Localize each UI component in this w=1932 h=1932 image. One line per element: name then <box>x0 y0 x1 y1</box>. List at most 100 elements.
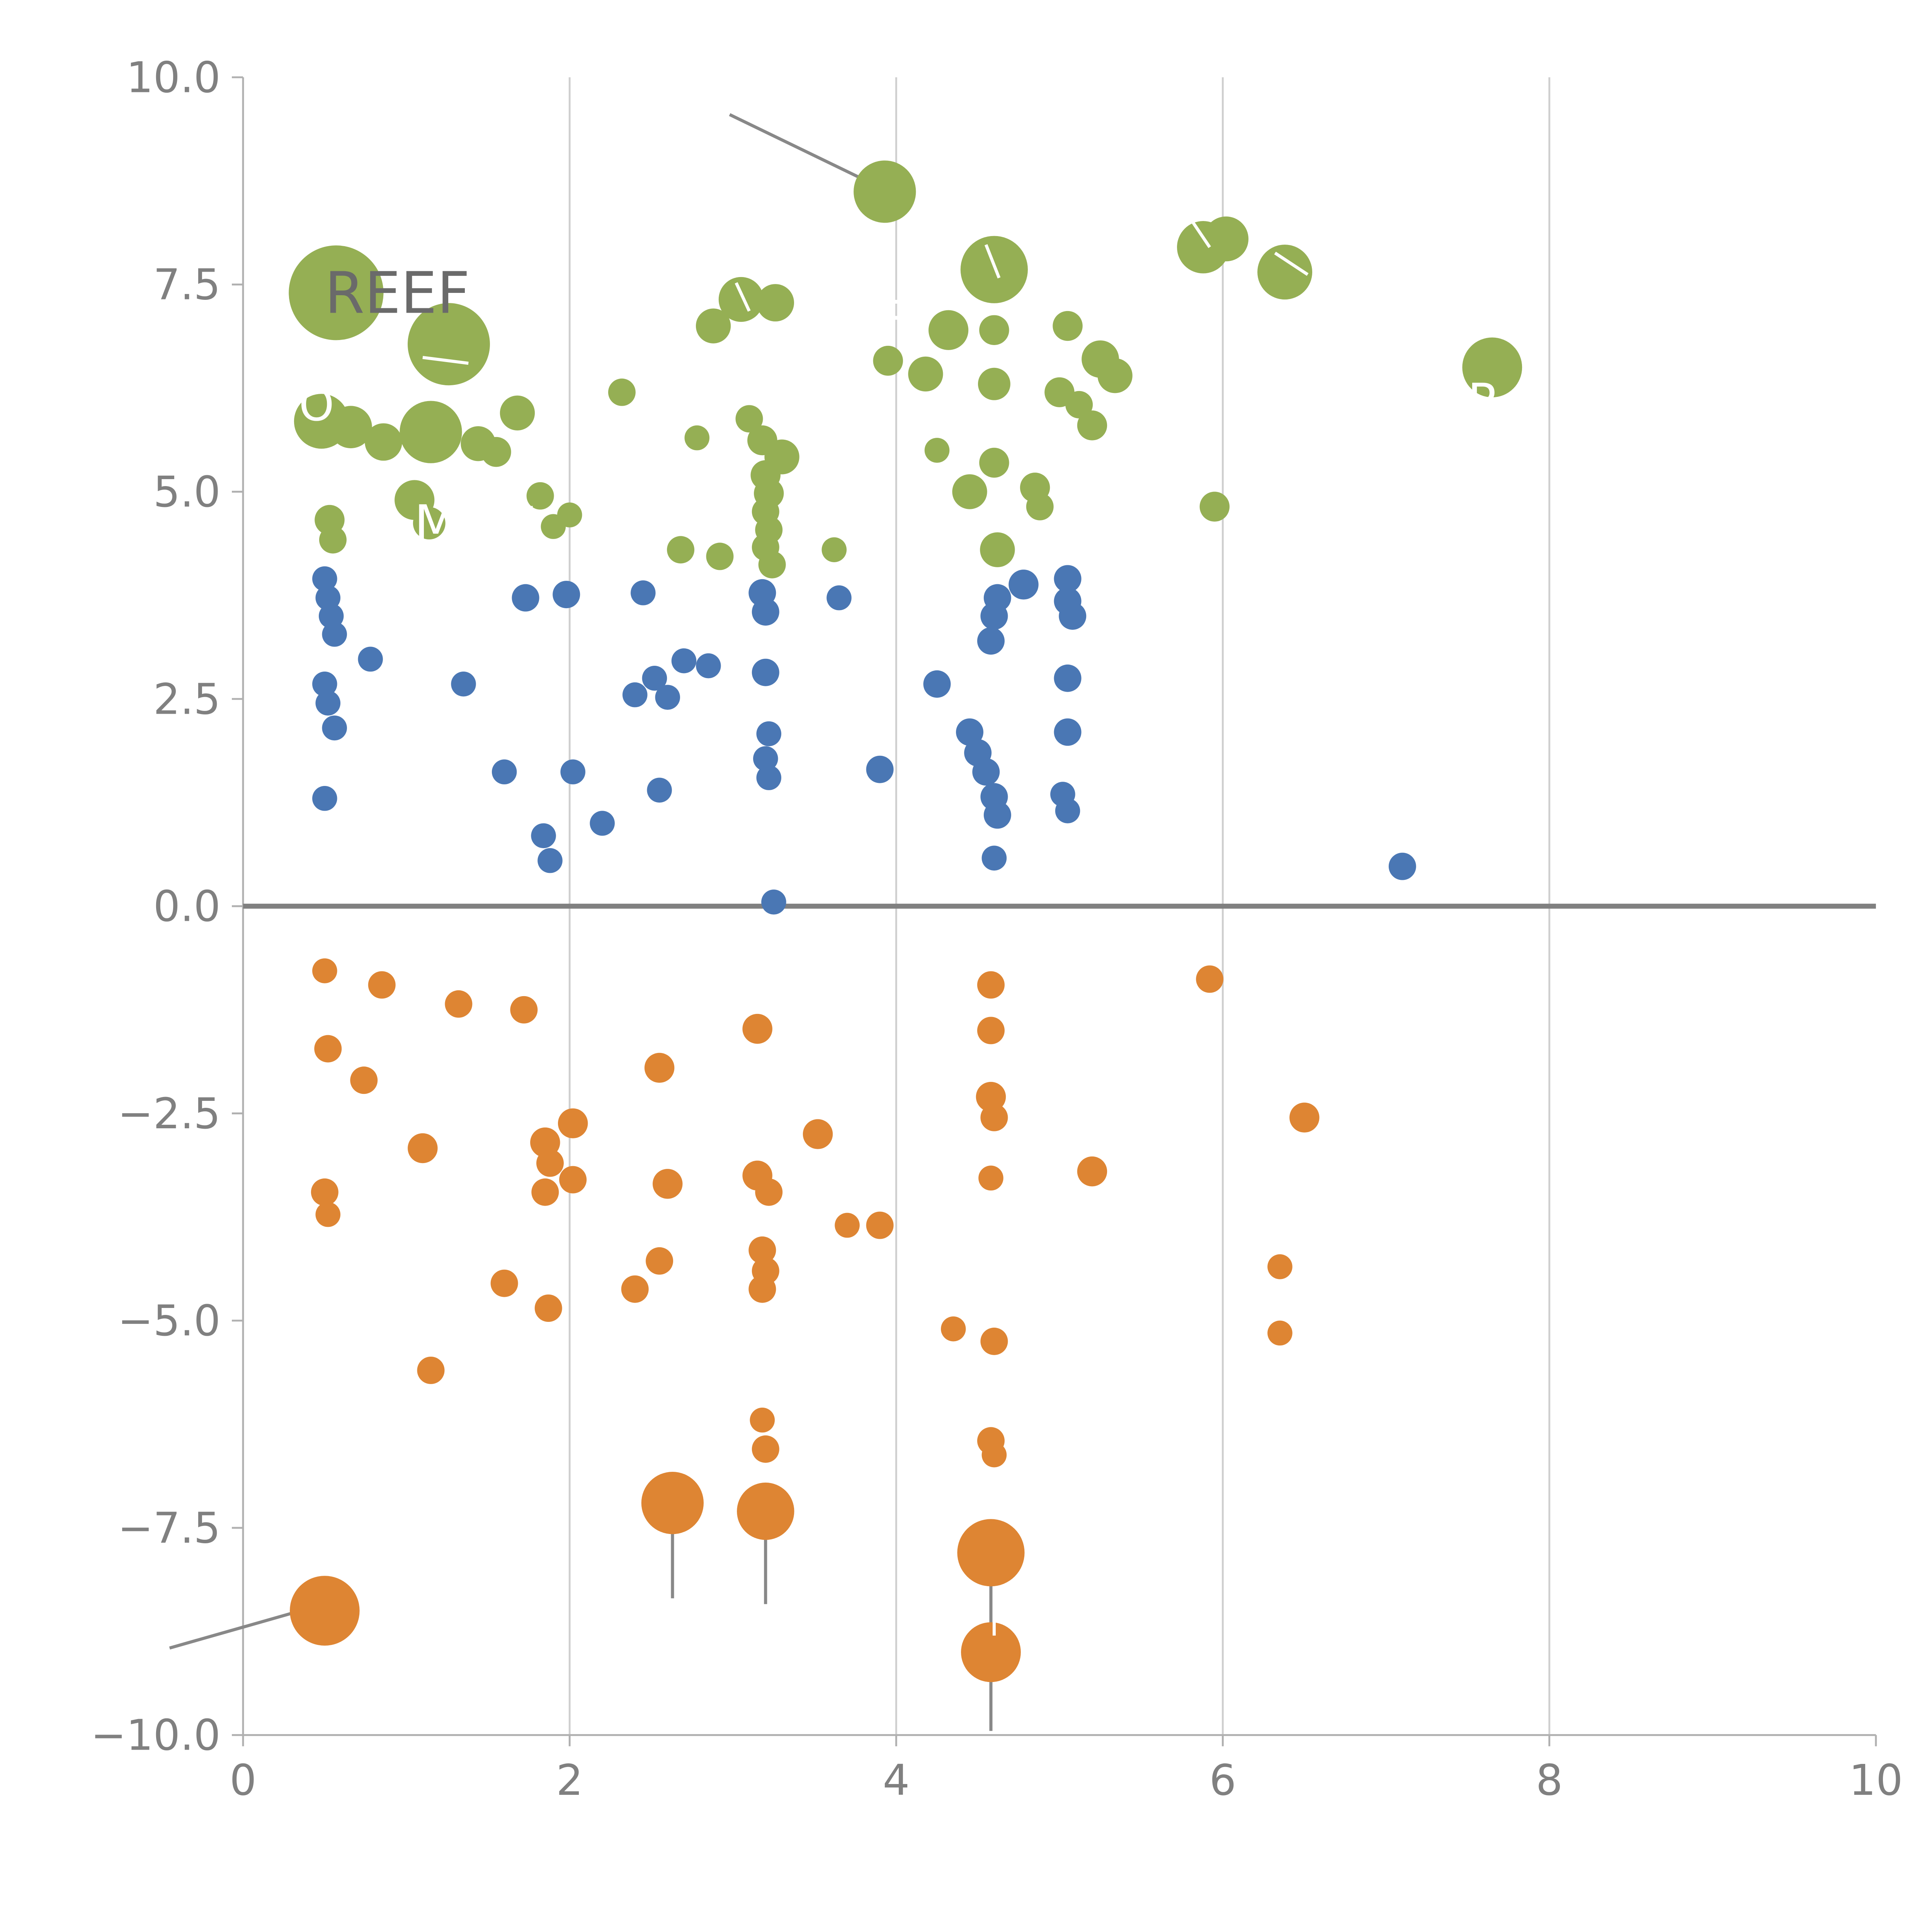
data-point-negative-orange <box>536 1149 564 1177</box>
data-point-negative-orange <box>755 1178 783 1206</box>
data-point-negative-orange <box>531 1178 559 1206</box>
data-point-mid-blue <box>553 581 580 609</box>
data-point-negative-orange <box>312 958 337 983</box>
data-point-positive-green <box>1065 391 1093 418</box>
y-axis-tick-label: 0.0 <box>153 882 221 931</box>
data-point-negative-orange <box>980 1104 1008 1131</box>
data-point-mid-blue <box>315 690 341 716</box>
data-point-mid-blue <box>358 646 383 672</box>
data-point-mid-blue <box>492 759 517 784</box>
data-point-positive-green <box>500 395 535 430</box>
data-point-mid-blue <box>631 580 656 605</box>
data-point-positive-green <box>1053 311 1083 341</box>
data-point-mid-blue <box>590 811 615 836</box>
data-point-negative-orange <box>977 1017 1005 1044</box>
data-point-mid-blue <box>312 672 337 697</box>
data-point-positive-green <box>413 507 446 540</box>
data-point-mid-blue <box>756 721 781 747</box>
annotation-label: E <box>505 497 537 554</box>
data-point-negative-orange <box>653 1169 683 1199</box>
data-point-positive-green <box>979 447 1009 478</box>
data-point-negative-orange <box>646 1247 673 1275</box>
data-point-negative-orange <box>1077 1156 1107 1187</box>
data-point-positive-green <box>1097 358 1133 393</box>
data-point-mid-blue <box>1054 664 1082 692</box>
data-point-negative-orange <box>368 971 396 999</box>
data-point-negative-orange <box>534 1294 562 1322</box>
data-point-negative-orange <box>835 1213 860 1238</box>
data-point-positive-green <box>481 437 511 467</box>
data-point-positive-green <box>980 532 1015 567</box>
data-point-negative-orange <box>978 1165 1003 1191</box>
data-point-negative-orange <box>977 971 1005 999</box>
data-point-mid-blue <box>312 566 337 592</box>
data-point-positive-green <box>928 310 969 350</box>
leader-line-white <box>422 356 469 365</box>
data-point-positive-green <box>821 537 847 562</box>
data-point-positive-green <box>608 378 636 406</box>
data-point-negative-orange <box>621 1275 649 1303</box>
leader-line-white <box>1274 252 1309 276</box>
annotation-label: REEF <box>325 260 470 327</box>
data-point-positive-green <box>1462 337 1522 398</box>
x-axis-tick-label: 0 <box>230 1755 257 1805</box>
leader-line <box>729 113 872 185</box>
data-point-negative-orange <box>976 1082 1006 1112</box>
x-axis-tick-label: 2 <box>556 1755 583 1805</box>
data-point-positive-green <box>289 245 384 340</box>
data-point-positive-green <box>365 423 402 461</box>
data-point-positive-green <box>667 536 695 564</box>
x-axis-tick-label: 6 <box>1209 1755 1236 1805</box>
data-point-negative-orange <box>957 1519 1025 1587</box>
data-point-positive-green <box>557 502 582 527</box>
data-point-mid-blue <box>1059 602 1087 630</box>
data-point-negative-orange <box>490 1269 518 1297</box>
data-point-negative-orange <box>641 1472 704 1534</box>
data-point-negative-orange <box>752 1435 779 1463</box>
data-point-positive-green <box>526 482 554 510</box>
y-axis-tick-label: −10.0 <box>91 1711 221 1760</box>
y-axis-tick-label: 5.0 <box>153 467 221 517</box>
data-point-mid-blue <box>983 801 1011 829</box>
data-point-positive-green <box>757 284 794 321</box>
data-point-negative-orange <box>314 1035 342 1063</box>
annotation-label: O <box>299 379 334 431</box>
data-point-mid-blue <box>761 889 786 915</box>
data-point-positive-green <box>408 303 490 386</box>
data-point-negative-orange <box>445 990 473 1018</box>
data-point-mid-blue <box>923 670 951 698</box>
data-point-mid-blue <box>451 672 476 697</box>
data-point-negative-orange <box>1289 1102 1320 1133</box>
data-point-negative-orange <box>941 1316 966 1342</box>
data-point-mid-blue <box>1009 570 1039 600</box>
data-point-positive-green <box>908 356 943 392</box>
data-point-positive-green <box>873 345 903 376</box>
data-point-negative-orange <box>417 1356 445 1384</box>
y-axis-tick-label: 7.5 <box>153 260 221 310</box>
data-point-mid-blue <box>642 665 667 691</box>
data-point-positive-green <box>1077 410 1107 440</box>
data-point-mid-blue <box>753 746 778 771</box>
data-point-mid-blue <box>756 765 781 790</box>
data-point-mid-blue <box>322 715 347 741</box>
data-point-mid-blue <box>752 598 779 626</box>
data-point-mid-blue <box>1054 565 1082 593</box>
data-point-negative-orange <box>350 1066 378 1094</box>
data-point-mid-blue <box>827 585 852 611</box>
annotation-label: R <box>883 290 916 345</box>
data-point-mid-blue <box>671 648 697 673</box>
data-point-mid-blue <box>322 622 347 647</box>
data-point-negative-orange <box>558 1108 588 1138</box>
data-point-positive-green <box>1199 492 1230 522</box>
data-point-positive-green <box>696 308 731 344</box>
leader-line-white <box>1189 217 1211 248</box>
data-point-positive-green <box>758 551 786 578</box>
y-axis-tick-label: 2.5 <box>153 674 221 724</box>
data-point-positive-green <box>319 526 347 554</box>
data-point-positive-green <box>1203 216 1249 262</box>
data-point-positive-green <box>400 401 462 463</box>
data-point-mid-blue <box>752 658 779 686</box>
leader-line-white <box>985 244 1001 279</box>
data-point-negative-orange <box>311 1178 338 1206</box>
